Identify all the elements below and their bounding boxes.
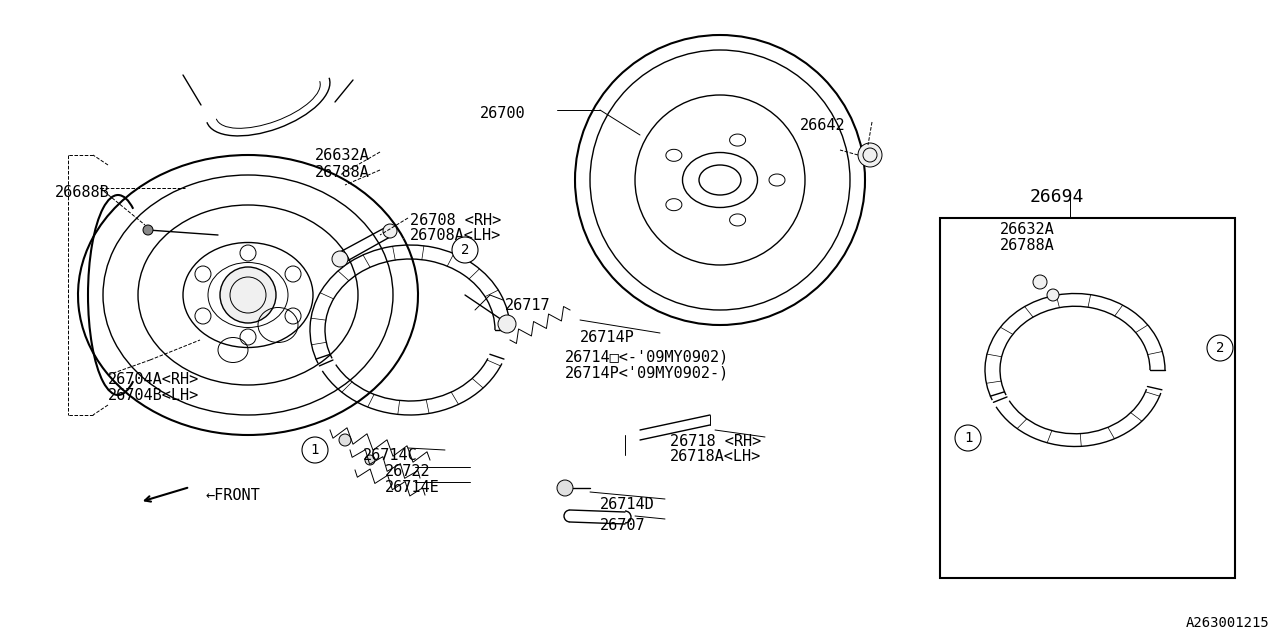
Circle shape xyxy=(1207,335,1233,361)
Circle shape xyxy=(1047,289,1059,301)
Text: 26788A: 26788A xyxy=(1000,238,1055,253)
Text: 26704A<RH>: 26704A<RH> xyxy=(108,372,200,387)
Text: 26718A<LH>: 26718A<LH> xyxy=(669,449,762,464)
Text: 26642: 26642 xyxy=(800,118,846,133)
Circle shape xyxy=(955,425,980,451)
Text: 26714P: 26714P xyxy=(580,330,635,345)
Circle shape xyxy=(1033,275,1047,289)
Text: 2: 2 xyxy=(1216,341,1224,355)
Text: 26632A: 26632A xyxy=(1000,222,1055,237)
Text: A263001215: A263001215 xyxy=(1187,616,1270,630)
Circle shape xyxy=(332,251,348,267)
Text: 26688B: 26688B xyxy=(55,185,110,200)
Text: 26714P<'09MY0902-): 26714P<'09MY0902-) xyxy=(564,366,730,381)
Circle shape xyxy=(383,224,397,238)
Circle shape xyxy=(220,267,276,323)
Text: 26708A<LH>: 26708A<LH> xyxy=(410,228,502,243)
Circle shape xyxy=(452,237,477,263)
Text: 26714E: 26714E xyxy=(385,480,440,495)
Text: 26788A: 26788A xyxy=(315,165,370,180)
Text: 26708 <RH>: 26708 <RH> xyxy=(410,213,502,228)
Bar xyxy=(940,218,1235,578)
Text: 26632A: 26632A xyxy=(315,148,370,163)
Text: 1: 1 xyxy=(964,431,973,445)
Circle shape xyxy=(557,480,573,496)
Text: 26707: 26707 xyxy=(600,518,645,533)
Circle shape xyxy=(498,315,516,333)
Text: 26704B<LH>: 26704B<LH> xyxy=(108,388,200,403)
Text: 1: 1 xyxy=(311,443,319,457)
Circle shape xyxy=(858,143,882,167)
Text: 26718 <RH>: 26718 <RH> xyxy=(669,434,762,449)
Text: 26714□<-'09MY0902): 26714□<-'09MY0902) xyxy=(564,350,730,365)
Text: 26717: 26717 xyxy=(506,298,550,313)
Text: 26700: 26700 xyxy=(480,106,526,121)
Text: ←FRONT: ←FRONT xyxy=(205,488,260,503)
Text: 26714C: 26714C xyxy=(364,448,417,463)
Circle shape xyxy=(302,437,328,463)
Circle shape xyxy=(365,455,375,465)
Text: 26714D: 26714D xyxy=(600,497,655,512)
Circle shape xyxy=(143,225,154,235)
Text: 26722: 26722 xyxy=(385,464,430,479)
Text: 26694: 26694 xyxy=(1030,188,1084,206)
Circle shape xyxy=(339,434,351,446)
Text: 2: 2 xyxy=(461,243,470,257)
